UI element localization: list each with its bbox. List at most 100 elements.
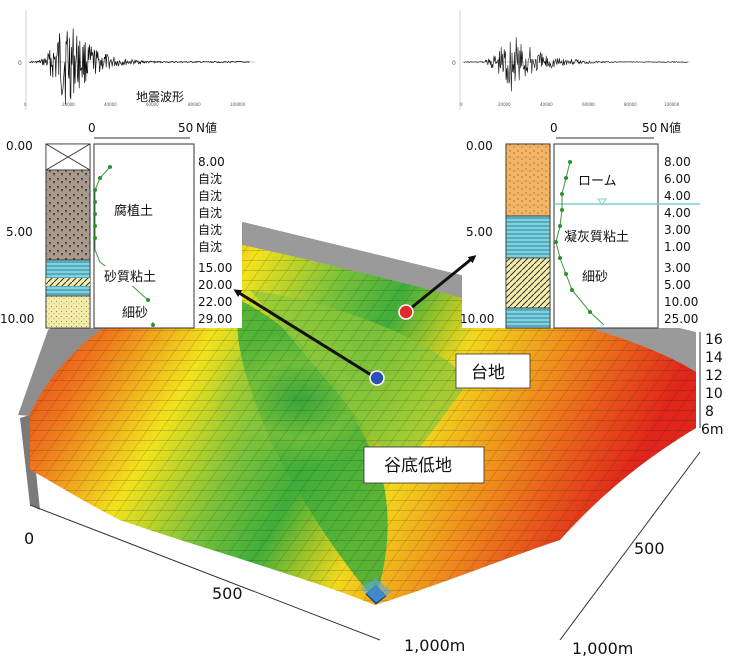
elevation-tick-label: 16 bbox=[705, 332, 723, 348]
nvalue-item: 自沈 bbox=[198, 171, 222, 186]
nvalue-axis-end: 50 bbox=[642, 121, 657, 135]
nvalue-item: 8.00 bbox=[664, 155, 691, 169]
tuff-clay-layer bbox=[505, 215, 551, 259]
layer-label-bg bbox=[112, 200, 170, 220]
terrain-mesh bbox=[30, 245, 696, 605]
seismo-tick: 100000 bbox=[230, 102, 246, 107]
x-axis-tick: 0 bbox=[24, 529, 34, 548]
terrain-low-cell bbox=[360, 578, 392, 602]
seismo-tick: 20000 bbox=[498, 102, 511, 107]
left-seismogram: 0 0 20000 40000 60000 80000 100000 地震波形 bbox=[18, 10, 255, 110]
fine-sand-layer bbox=[505, 257, 551, 309]
right-seismogram: 0 0 20000 40000 60000 80000 100000 bbox=[452, 10, 690, 110]
elevation-tick-label: 12 bbox=[705, 368, 723, 384]
layer-label-bg bbox=[100, 266, 172, 286]
nvalue-item: 22.00 bbox=[198, 295, 232, 309]
nvalue-list: 8.00 自沈 自沈 自沈 自沈 自沈 15.00 20.00 22.00 29… bbox=[198, 155, 232, 326]
depth-label: 0.00 bbox=[6, 139, 33, 153]
elevation-tick-label: 8 bbox=[705, 404, 714, 420]
left-boring-log: 0 50 N値 0.00 5.00 10.00 腐植土 砂質粘土 細砂 bbox=[0, 120, 242, 329]
seismo-tick: 0 bbox=[24, 102, 27, 107]
nvalue-list-bg bbox=[196, 146, 242, 328]
layer-label: 腐植土 bbox=[114, 204, 153, 219]
layer-label: 細砂 bbox=[582, 270, 608, 285]
layer-label-bg bbox=[120, 302, 160, 322]
nvalue-axis-unit: N値 bbox=[660, 120, 681, 135]
nvalue-item: 自沈 bbox=[198, 188, 222, 203]
seismo-tick: 60000 bbox=[146, 102, 159, 107]
nvalue-item: 15.00 bbox=[198, 261, 232, 275]
nvalue-item: 4.00 bbox=[664, 206, 691, 220]
upland-label-box bbox=[455, 353, 531, 389]
x-axis-tick: 1,000m bbox=[404, 636, 465, 655]
elevation-tick-label: 10 bbox=[705, 386, 723, 402]
nvalue-item: 3.00 bbox=[664, 261, 691, 275]
layer-label-bg bbox=[562, 226, 654, 246]
nvalue-axis-end: 50 bbox=[178, 121, 193, 135]
depth-label: 10.00 bbox=[0, 312, 34, 326]
nvalue-panel bbox=[93, 143, 195, 329]
depth-label: 5.00 bbox=[6, 225, 33, 239]
layer-label: 凝灰質粘土 bbox=[564, 229, 629, 245]
x-axis-tick: 500 bbox=[212, 584, 243, 603]
valley-label-box bbox=[363, 446, 485, 484]
sandy-clay-band bbox=[46, 278, 90, 286]
seismo-tick: 40000 bbox=[540, 102, 553, 107]
nvalue-item: 3.00 bbox=[664, 223, 691, 237]
nvalue-axis-unit: N値 bbox=[196, 120, 217, 135]
seismo-tick: 20000 bbox=[62, 102, 75, 107]
seismo-tick: 100000 bbox=[664, 102, 680, 107]
nvalue-list: 8.00 6.00 4.00 4.00 3.00 1.00 3.00 5.00 … bbox=[664, 155, 698, 326]
left-waveform bbox=[29, 28, 250, 105]
elevation-ticks: 16 14 12 10 8 6m bbox=[701, 332, 724, 438]
lower-clay-layer bbox=[505, 307, 551, 329]
nvalue-item: 29.00 bbox=[198, 312, 232, 326]
groundwater-icon bbox=[597, 198, 607, 206]
seismo-tick: 0 bbox=[460, 102, 463, 107]
nvalue-axis-start: 0 bbox=[88, 121, 96, 135]
right-boring-log: 0 50 N値 0.00 5.00 10.00 ローム 凝灰質粘土 細砂 8.0… bbox=[460, 120, 702, 329]
nvalue-item: 25.00 bbox=[664, 312, 698, 326]
seismo-tick: 40000 bbox=[104, 102, 117, 107]
fill-layer bbox=[45, 143, 91, 171]
right-seismogram-ticks: 0 20000 40000 60000 80000 100000 bbox=[460, 102, 680, 107]
depth-label: 5.00 bbox=[466, 225, 493, 239]
nvalue-item: 自沈 bbox=[198, 239, 222, 254]
nvalue-item: 10.00 bbox=[664, 295, 698, 309]
arrow-to-right-log bbox=[405, 255, 477, 314]
layer-label-bg bbox=[576, 170, 632, 190]
elevation-tick-label: 6m bbox=[701, 422, 724, 438]
layer-label: 細砂 bbox=[122, 306, 148, 321]
seismogram-y-label: 0 bbox=[452, 60, 456, 67]
x-axis bbox=[29, 504, 381, 641]
seismo-tick: 60000 bbox=[582, 102, 595, 107]
nvalue-axis-start: 0 bbox=[550, 121, 558, 135]
nvalue-item: 20.00 bbox=[198, 278, 232, 292]
elevation-tick-label: 14 bbox=[705, 350, 723, 366]
depth-label: 0.00 bbox=[466, 139, 493, 153]
y-axis-tick: 1,000m bbox=[572, 639, 633, 658]
layer-label: ローム bbox=[578, 174, 617, 189]
nvalue-item: 4.00 bbox=[664, 189, 691, 203]
seismogram-caption: 地震波形 bbox=[136, 90, 184, 104]
loam-layer bbox=[505, 143, 551, 217]
upland-label: 台地 bbox=[471, 363, 505, 383]
seismo-tick: 80000 bbox=[624, 102, 637, 107]
nvalue-item: 1.00 bbox=[664, 240, 691, 254]
y-axis bbox=[559, 451, 701, 641]
nvalue-item: 8.00 bbox=[198, 155, 225, 169]
left-seismogram-ticks: 0 20000 40000 60000 80000 100000 bbox=[24, 102, 246, 107]
layer-label: 砂質粘土 bbox=[104, 270, 156, 285]
y-axis-tick: 500 bbox=[634, 539, 665, 558]
fine-sand-layer bbox=[45, 295, 91, 329]
nvalue-item: 6.00 bbox=[664, 172, 691, 186]
layer-label-bg bbox=[580, 266, 620, 286]
depth-label: 10.00 bbox=[460, 312, 494, 326]
upland-site-marker bbox=[398, 304, 414, 320]
nvalue-item: 自沈 bbox=[198, 222, 222, 237]
valley-label: 谷底低地 bbox=[384, 456, 452, 476]
nvalue-item: 自沈 bbox=[198, 205, 222, 220]
right-waveform bbox=[463, 37, 688, 92]
seismogram-y-label: 0 bbox=[18, 60, 22, 67]
